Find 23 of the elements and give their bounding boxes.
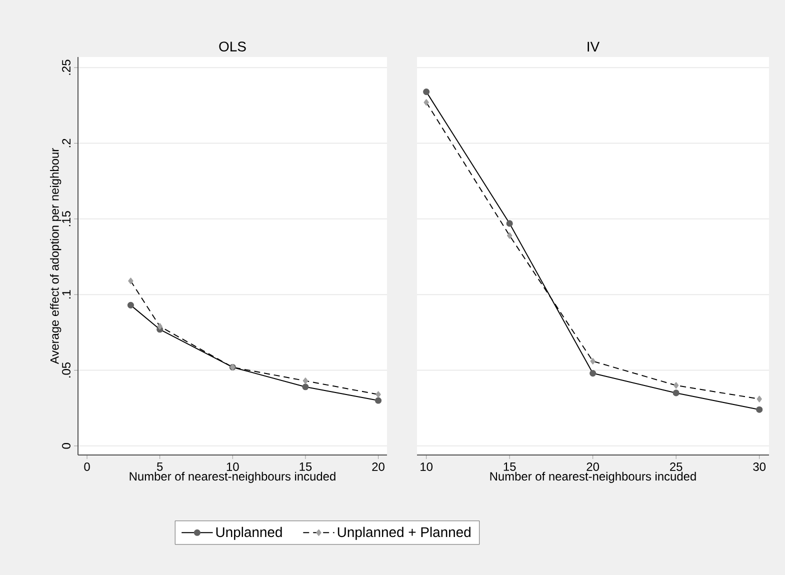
- x-tick-label: 20: [586, 462, 600, 471]
- x-tick-label: 20: [372, 462, 384, 471]
- x-tick-label: 15: [504, 462, 516, 471]
- y-tick-label: .15: [62, 211, 70, 226]
- chart-title: OLS: [219, 42, 246, 52]
- y-tick-label: .25: [62, 60, 70, 75]
- x-tick-label: 5: [156, 462, 163, 471]
- x-tick-label: 10: [226, 462, 239, 471]
- y-tick-label: .2: [62, 138, 70, 148]
- x-tick-label: 0: [84, 462, 90, 471]
- y-tick-label: .05: [62, 362, 70, 378]
- x-tick-label: 25: [670, 462, 682, 471]
- chart-title: IV: [588, 42, 600, 52]
- legend-label: Unplanned: [216, 526, 282, 540]
- x-tick-label: 30: [753, 462, 766, 471]
- x-tick-label: 15: [300, 462, 312, 471]
- x-tick-label: 10: [420, 462, 433, 471]
- x-axis-title: Number of nearest-neighbours incuded: [490, 472, 696, 483]
- y-tick-label: .1: [62, 290, 70, 298]
- x-axis-title: Number of nearest-neighbours incuded: [130, 472, 336, 483]
- y-axis-title: Average effect of adoption per neighbour: [50, 148, 62, 364]
- y-tick-label: 0: [62, 443, 70, 449]
- legend-label: Unplanned + Planned: [338, 526, 470, 540]
